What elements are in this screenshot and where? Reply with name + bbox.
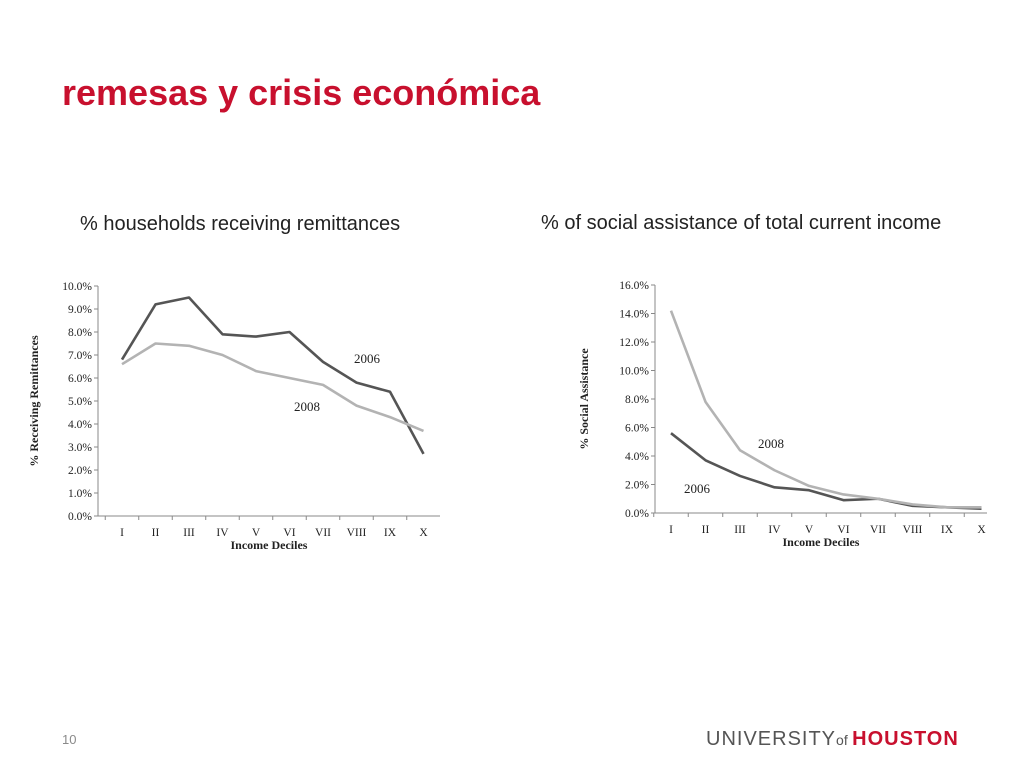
y-tick-label: 14.0% (619, 309, 649, 321)
y-tick-label: 2.0% (625, 480, 649, 492)
y-tick-label: 16.0% (619, 280, 649, 292)
x-tick-label: VII (315, 527, 331, 539)
x-tick-label: VIII (347, 527, 367, 539)
x-axis-title: Income Deciles (231, 538, 308, 552)
y-tick-label: 8.0% (625, 394, 649, 406)
remittances-chart: 0.0% 1.0% 2.0% 3.0% 4.0% 5.0% 6.0% 7.0% 8.0% 9.0%… (27, 281, 440, 552)
x-tick-label: VII (870, 524, 886, 536)
y-tick-label: 7.0% (68, 350, 92, 362)
y-tick-label: 2.0% (68, 465, 92, 477)
x-tick-label: II (152, 527, 160, 539)
series-label-2008: 2008 (294, 399, 320, 414)
social-assistance-chart: 0.0% 2.0% 4.0% 6.0% 8.0% 10.0% 12.0% 14.0% 16.0%… (577, 280, 987, 549)
x-tick-label: VI (283, 527, 295, 539)
x-axis-title: Income Deciles (783, 535, 860, 549)
left-chart-heading: % households receiving remittances (80, 213, 401, 235)
series-line-2006 (120, 296, 425, 455)
y-tick-label: 12.0% (619, 337, 649, 349)
y-axis-title: % Receiving Remittances (27, 335, 41, 467)
page-number: 10 (62, 732, 77, 747)
slide-title: remesas y crisis económica (62, 72, 541, 113)
x-tick-label: V (805, 524, 814, 536)
y-tick-label: 6.0% (625, 423, 649, 435)
y-tick-label: 6.0% (68, 373, 92, 385)
series-line-2006 (670, 432, 982, 511)
x-tick-label: I (120, 527, 124, 539)
series-line-2008 (669, 310, 982, 509)
x-tick-label: III (734, 524, 746, 536)
x-tick-label: VIII (903, 524, 923, 536)
y-axis-title: % Social Assistance (577, 348, 591, 450)
y-tick-label: 4.0% (68, 419, 92, 431)
x-tick-label: X (977, 524, 986, 536)
x-tick-label: I (669, 524, 673, 536)
y-tick-label: 10.0% (619, 366, 649, 378)
x-tick-label: IX (941, 524, 954, 536)
y-tick-label: 10.0% (62, 281, 92, 293)
series-label-2006: 2006 (684, 481, 711, 496)
series-line-2008 (121, 342, 424, 433)
series-label-2006: 2006 (354, 351, 381, 366)
university-logo: UNIVERSITYof HOUSTON (706, 728, 959, 750)
x-tick-label: X (419, 527, 428, 539)
x-tick-label: IX (384, 527, 397, 539)
y-tick-label: 1.0% (68, 488, 92, 500)
y-tick-label: 4.0% (625, 451, 649, 463)
series-label-2008: 2008 (758, 436, 784, 451)
right-chart-heading: % of social assistance of total current … (541, 212, 942, 234)
y-tick-label: 5.0% (68, 396, 92, 408)
y-tick-label: 9.0% (68, 304, 92, 316)
x-tick-label: IV (216, 527, 229, 539)
y-tick-label: 0.0% (68, 511, 92, 523)
x-tick-label: VI (837, 524, 849, 536)
x-tick-label: III (183, 527, 195, 539)
y-tick-label: 0.0% (625, 508, 649, 520)
y-tick-label: 3.0% (68, 442, 92, 454)
y-tick-label: 8.0% (68, 327, 92, 339)
x-tick-label: IV (768, 524, 781, 536)
x-tick-label: V (252, 527, 261, 539)
x-tick-label: II (702, 524, 710, 536)
